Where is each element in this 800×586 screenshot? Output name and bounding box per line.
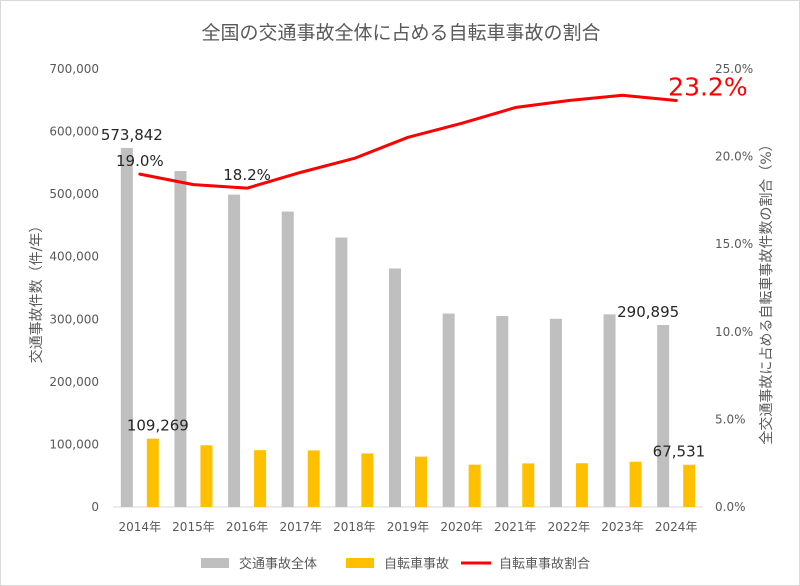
- y2-tick-label: 25.0%: [715, 62, 753, 76]
- bicycle-accidents-bar: [629, 461, 642, 507]
- bicycle-accidents-bar: [361, 453, 374, 507]
- x-tick-label: 2023年: [601, 520, 644, 534]
- legend-label: 自転車事故: [384, 557, 449, 572]
- legend-swatch: [346, 558, 374, 568]
- bicycle-accidents-bar: [415, 456, 427, 507]
- x-tick-label: 2024年: [655, 520, 698, 534]
- bicycle-accidents-bar: [468, 464, 481, 507]
- bicycle-accidents-bar: [200, 445, 213, 507]
- x-tick-label: 2020年: [440, 520, 483, 534]
- bicycle-accidents-bar: [254, 450, 267, 507]
- legend-label: 自転車事故割合: [499, 556, 590, 572]
- total-accidents-bar: [603, 314, 616, 507]
- bicycle-accidents-bar: [146, 438, 159, 507]
- x-tick-label: 2022年: [548, 520, 591, 534]
- chart-title: 全国の交通事故全体に占める自転車事故の割合: [201, 22, 600, 44]
- y2-tick-label: 15.0%: [715, 237, 753, 251]
- y-tick-label: 400,000: [49, 250, 99, 264]
- total-accidents-bar: [281, 211, 294, 507]
- data-label: 23.2%: [668, 73, 747, 102]
- total-accidents-bar: [335, 237, 348, 507]
- y-tick-label: 100,000: [49, 437, 99, 451]
- data-label: 109,269: [127, 417, 189, 435]
- total-accidents-bar: [389, 268, 401, 507]
- x-tick-label: 2015年: [172, 520, 215, 534]
- data-label: 573,842: [101, 126, 163, 144]
- total-accidents-bar: [496, 316, 509, 507]
- x-tick-label: 2017年: [279, 520, 322, 534]
- y-tick-label: 600,000: [49, 125, 99, 139]
- total-accidents-bar: [120, 147, 133, 508]
- y2-axis-label: 全交通事故に占める自転車事故件数の割合（%）: [758, 137, 775, 444]
- y-tick-label: 700,000: [49, 62, 99, 76]
- y-tick-label: 500,000: [49, 187, 99, 201]
- legend-label: 交通事故全体: [239, 556, 317, 572]
- y2-tick-label: 0.0%: [715, 500, 746, 514]
- y-tick-label: 200,000: [49, 375, 99, 389]
- total-accidents-bar: [549, 318, 562, 507]
- y2-tick-label: 5.0%: [715, 412, 746, 426]
- data-label: 67,531: [653, 443, 706, 461]
- plot-area: 0 100,000 200,000 300,000 400,000 500,000 600,…: [49, 62, 753, 572]
- data-label: 18.2%: [223, 166, 271, 184]
- total-accidents-bar: [657, 324, 670, 507]
- bicycle-accidents-bar: [575, 463, 588, 507]
- bicycle-accidents-bar: [683, 464, 696, 507]
- total-accidents-bar: [442, 313, 455, 507]
- x-tick-label: 2021年: [494, 520, 537, 534]
- bicycle-accidents-bar: [307, 450, 320, 507]
- total-accidents-bar: [228, 194, 241, 507]
- total-accidents-bar: [174, 171, 187, 507]
- x-tick-label: 2014年: [119, 520, 162, 534]
- x-tick-label: 2016年: [226, 520, 269, 534]
- bicycle-accidents-bar: [522, 463, 535, 507]
- data-label: 19.0%: [116, 152, 164, 170]
- legend-swatch: [201, 558, 229, 568]
- y-tick-label: 0: [91, 500, 99, 514]
- x-tick-label: 2018年: [333, 520, 376, 534]
- ratio-line: [138, 93, 678, 190]
- x-tick-label: 2019年: [387, 520, 430, 534]
- y2-tick-label: 20.0%: [715, 150, 753, 164]
- y-tick-label: 300,000: [49, 312, 99, 326]
- data-label: 290,895: [617, 303, 679, 321]
- y-axis-label: 交通事故件数（件/年）: [28, 219, 45, 364]
- y2-tick-label: 10.0%: [715, 325, 753, 339]
